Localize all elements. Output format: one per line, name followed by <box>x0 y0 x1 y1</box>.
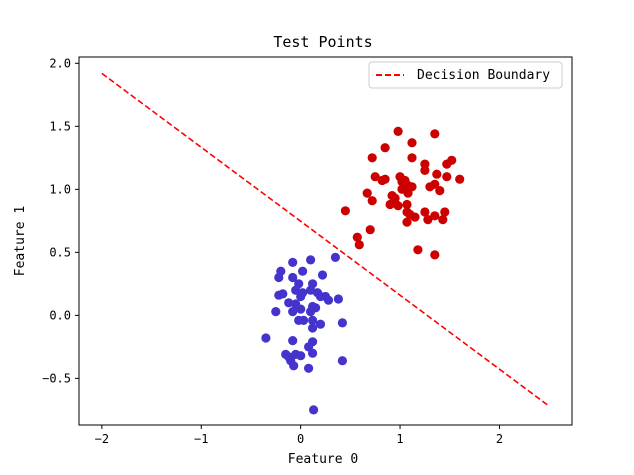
data-point <box>333 294 343 304</box>
data-point <box>367 196 377 206</box>
data-point <box>435 186 445 196</box>
data-point <box>432 169 442 179</box>
data-point <box>296 291 306 302</box>
y-tick-label: 2.0 <box>49 56 71 70</box>
data-point <box>423 215 433 225</box>
data-point <box>261 333 271 343</box>
data-point <box>311 303 321 313</box>
x-tick-label: 2 <box>496 432 503 446</box>
data-point <box>367 153 377 163</box>
data-point <box>288 307 298 317</box>
data-point <box>299 315 309 325</box>
data-point <box>296 304 306 314</box>
data-point <box>430 211 440 221</box>
data-point <box>309 405 319 415</box>
y-tick-label: 1.5 <box>49 119 71 133</box>
data-point <box>315 291 326 302</box>
x-tick-label: −2 <box>95 432 109 446</box>
x-tick-label: 1 <box>396 432 403 446</box>
x-tick-label: 0 <box>297 432 304 446</box>
data-point <box>410 212 420 222</box>
legend-label: Decision Boundary <box>417 68 550 83</box>
data-point <box>440 207 450 217</box>
x-tick-label: −1 <box>194 432 208 446</box>
data-point <box>306 255 316 265</box>
data-point <box>455 174 465 184</box>
data-point <box>304 363 314 373</box>
data-point <box>284 298 294 308</box>
data-point <box>291 285 301 295</box>
data-point <box>296 351 306 361</box>
y-tick-label: 1.0 <box>49 182 71 196</box>
data-point <box>289 361 299 371</box>
data-point <box>407 138 417 148</box>
data-point <box>352 232 362 242</box>
legend-box <box>368 61 563 89</box>
x-axis-label: Feature 0 <box>288 452 358 467</box>
data-point <box>337 318 347 328</box>
data-point <box>425 182 435 192</box>
data-point <box>420 165 430 175</box>
data-point <box>288 272 298 283</box>
axes-frame <box>78 56 573 426</box>
data-point <box>413 245 423 255</box>
data-point <box>274 272 284 283</box>
data-point <box>430 250 440 260</box>
data-point <box>323 295 334 305</box>
data-point <box>393 201 403 211</box>
y-tick-label: −0.5 <box>42 371 71 385</box>
y-tick-label: 0.0 <box>49 308 71 322</box>
data-point <box>365 225 375 235</box>
data-point <box>403 188 413 198</box>
data-point <box>438 215 448 225</box>
data-point <box>278 289 288 299</box>
data-point <box>380 174 390 184</box>
data-point <box>354 240 364 250</box>
data-point <box>340 206 350 216</box>
data-point <box>370 172 380 182</box>
x-axis-ticks: −2 −1 0 1 2 <box>95 425 503 446</box>
data-point <box>420 159 430 169</box>
data-point <box>288 257 298 267</box>
data-point <box>430 129 440 139</box>
y-axis-ticks: −0.5 0.0 0.5 1.0 1.5 2.0 <box>42 56 79 385</box>
data-point <box>387 191 397 201</box>
y-tick-label: 0.5 <box>49 245 71 259</box>
data-point <box>271 307 281 317</box>
data-point <box>442 172 452 182</box>
data-point <box>393 126 403 136</box>
data-point <box>402 217 412 227</box>
data-point <box>402 199 412 210</box>
data-point <box>420 207 430 217</box>
data-point <box>315 319 326 329</box>
data-point <box>362 188 372 198</box>
data-point <box>308 323 318 333</box>
data-point <box>317 270 328 280</box>
data-point <box>380 143 390 153</box>
data-point <box>288 336 298 346</box>
data-point <box>306 285 316 295</box>
data-point <box>308 315 318 325</box>
data-point <box>308 348 318 358</box>
legend: Decision Boundary <box>368 61 563 89</box>
data-point <box>447 155 457 165</box>
data-point <box>337 356 347 366</box>
plot-area <box>101 72 550 415</box>
y-axis-label: Feature 1 <box>13 206 28 276</box>
data-point <box>298 266 308 276</box>
data-point <box>407 153 417 163</box>
chart-title: Test Points <box>273 33 372 51</box>
decision-boundary-line <box>101 72 550 407</box>
data-point <box>330 252 340 262</box>
